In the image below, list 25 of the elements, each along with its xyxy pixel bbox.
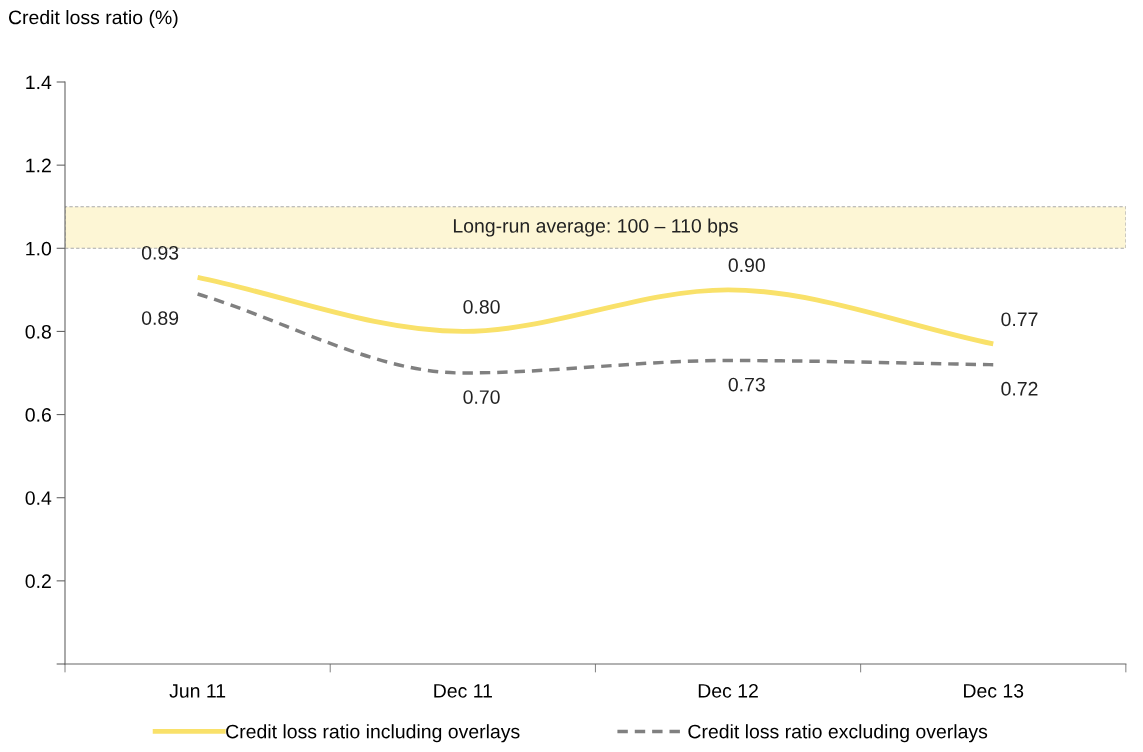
x-tick-label: Dec 12: [698, 683, 758, 698]
x-tick-label: Dec 13: [964, 683, 1024, 698]
y-tick-label: 1.0: [26, 241, 52, 256]
data-label: 0.72: [1001, 381, 1038, 396]
data-label: 0.93: [141, 245, 179, 260]
y-tick-label: 0.8: [25, 324, 51, 339]
band-label: Long-run average: 100 – 110 bps: [453, 218, 738, 237]
x-tick-label: Dec 11: [434, 684, 492, 698]
data-label: 0.90: [728, 258, 765, 273]
legend-label: Credit loss ratio excluding overlays: [688, 724, 988, 743]
legend-label: Credit loss ratio including overlays: [226, 724, 520, 743]
line-series: [195, 292, 995, 375]
y-tick-label: 1.2: [26, 158, 51, 173]
x-tick-label: Jun 11: [169, 684, 226, 698]
data-label: 0.89: [141, 311, 179, 325]
data-label: 0.80: [463, 299, 500, 314]
y-tick-label: 1.4: [26, 75, 52, 90]
data-label: 0.73: [728, 377, 765, 392]
data-label: 0.70: [463, 390, 500, 404]
y-tick-label: 0.2: [25, 574, 51, 589]
y-tick-label: 0.4: [25, 491, 52, 505]
y-axis-title: Credit loss ratio (%): [8, 10, 178, 29]
y-tick-label: 0.6: [25, 408, 51, 422]
data-label: 0.77: [1001, 312, 1038, 327]
line-series: [195, 274, 996, 347]
